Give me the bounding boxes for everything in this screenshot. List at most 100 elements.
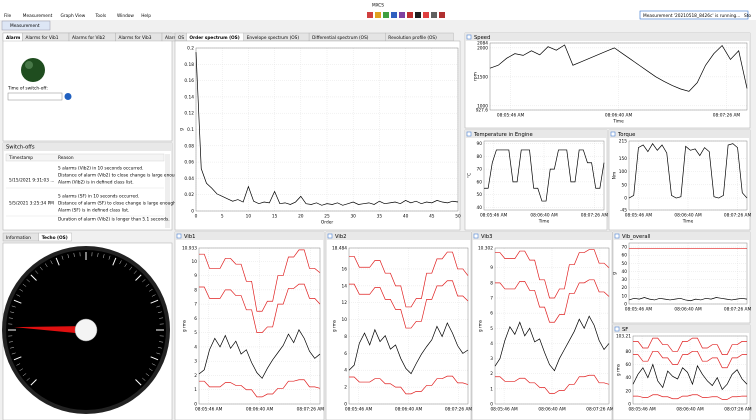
checkbox[interactable] — [614, 233, 620, 239]
data-line — [349, 251, 469, 308]
menu-item[interactable]: Window — [117, 13, 134, 19]
toolbar-icon[interactable] — [391, 12, 397, 18]
plot-area — [198, 247, 321, 405]
status-text: Measurement '20210518_8426c' is running.… — [643, 13, 740, 19]
document-tab[interactable] — [1, 20, 51, 31]
gauge-minor-tick — [108, 255, 111, 260]
panel-header — [3, 143, 172, 151]
toolbar-icon[interactable] — [367, 12, 373, 18]
gauge-minor-tick — [133, 270, 137, 274]
column-header: Reason — [58, 155, 74, 161]
y-tick-label: 0 — [624, 302, 627, 308]
x-axis-label: Time — [682, 219, 694, 225]
data-line — [633, 394, 747, 400]
x-tick-label: 08:07:26 AM — [713, 113, 741, 119]
scrollbar[interactable] — [165, 154, 170, 228]
y-tick-label: 40 — [477, 205, 483, 211]
y-tick-label: 215 — [619, 139, 627, 145]
menu-item[interactable]: Tools — [95, 13, 107, 19]
y-tick-label: 0 — [624, 196, 627, 202]
gauge-tick — [150, 299, 159, 304]
toolbar-icon[interactable] — [423, 12, 429, 18]
gauge-minor-tick — [159, 317, 164, 319]
y-tick-label: 80 — [477, 154, 483, 160]
menu-item[interactable]: File — [4, 13, 12, 19]
checkbox[interactable] — [327, 233, 333, 239]
x-tick-label: 5 — [221, 214, 224, 220]
y-tick-label: 0.06 — [184, 160, 194, 166]
data-line — [632, 363, 748, 391]
toolbar-icon[interactable] — [407, 12, 413, 18]
refresh-button[interactable] — [64, 93, 72, 100]
y-axis-label: g rms — [616, 363, 622, 376]
reason-line: Distance of alarm (Vib2) to close change… — [58, 173, 181, 179]
toolbar-icon[interactable] — [431, 12, 437, 18]
y-tick-label: 150 — [619, 156, 627, 162]
tab-label: Order spectrum (OS) — [189, 35, 239, 41]
chart-title: Vib1 — [184, 234, 195, 240]
y-tick-label: 1 — [194, 387, 197, 393]
status-box — [639, 10, 749, 20]
menu-item[interactable]: Measurement — [23, 13, 53, 19]
menu-item[interactable]: Graph View — [61, 13, 86, 19]
gauge-minor-tick — [26, 279, 30, 283]
y-tick-label: 10.933 — [182, 246, 197, 252]
gauge-tick — [13, 356, 22, 361]
data-line — [199, 283, 321, 334]
toolbar-icon[interactable] — [375, 12, 381, 18]
tab-label: OS — [178, 35, 184, 41]
y-tick-label: 6 — [194, 316, 197, 322]
chart-panel — [174, 231, 325, 420]
checkbox[interactable] — [176, 233, 182, 239]
gauge-minor-tick — [8, 317, 13, 319]
gauge-minor-tick — [10, 311, 15, 313]
tab[interactable] — [38, 232, 72, 242]
checkbox[interactable] — [614, 326, 620, 332]
toolbar-icon[interactable] — [439, 12, 445, 18]
panel-header — [465, 130, 607, 138]
x-tick-label: 08:07:26 AM — [724, 213, 752, 219]
y-tick-label: 9 — [194, 273, 197, 279]
x-tick-label: 08:05:46 AM — [490, 407, 518, 413]
gauge-minor-tick — [129, 266, 133, 271]
chart-title: Torque — [617, 132, 635, 138]
checkbox[interactable] — [610, 131, 616, 137]
switch-off-input[interactable] — [7, 92, 63, 101]
toolbar-icon[interactable] — [415, 12, 421, 18]
y-tick-label: 16 — [342, 266, 348, 272]
reason-line: 5 alarms (SF) in 10 seconds occurred. — [58, 194, 139, 200]
panel-header — [609, 130, 750, 138]
x-tick-label: 08:05:46 AM — [625, 213, 653, 219]
panel-header — [613, 325, 750, 333]
checkbox[interactable] — [473, 233, 479, 239]
y-tick-label: 2 — [344, 385, 347, 391]
stop-button[interactable]: Sto — [744, 13, 751, 19]
toolbar-icon[interactable] — [399, 12, 405, 18]
y-axis-label: g rms — [182, 319, 188, 332]
toolbar-icon[interactable] — [383, 12, 389, 18]
x-tick-label: 08:06:40 AM — [538, 407, 566, 413]
y-tick-label: 8 — [490, 280, 493, 286]
gauge-tick — [30, 274, 37, 281]
checkbox[interactable] — [466, 34, 472, 40]
x-tick-label: 08:06:40 AM — [674, 307, 702, 313]
tab-label: Alarms for Vib3 — [119, 35, 152, 41]
switch-off-label: Time of switch-off: — [7, 86, 48, 92]
gauge-minor-tick — [73, 252, 75, 257]
checkbox[interactable] — [466, 131, 472, 137]
tab-label: Alarm — [6, 35, 21, 41]
menu-item[interactable]: Help — [141, 13, 151, 19]
tab-label: Revolution profile (OS) — [388, 35, 437, 41]
gauge-minor-tick — [61, 255, 64, 260]
x-tick-label: 08:05:46 AM — [480, 213, 508, 219]
reason-line: Alarm (Vib2) is in defined class list. — [58, 180, 134, 186]
lamp-highlight — [25, 61, 33, 69]
gauge-label: 5500 — [136, 350, 147, 356]
x-tick-label: 08:07:26 AM — [724, 307, 752, 313]
chart-panel — [464, 32, 751, 129]
gauge-minor-tick — [159, 341, 164, 343]
gauge-minor-tick — [156, 305, 161, 308]
y-tick-label: 0 — [194, 402, 197, 408]
x-tick-label: 08:06:40 AM — [530, 213, 558, 219]
data-line — [495, 374, 610, 394]
